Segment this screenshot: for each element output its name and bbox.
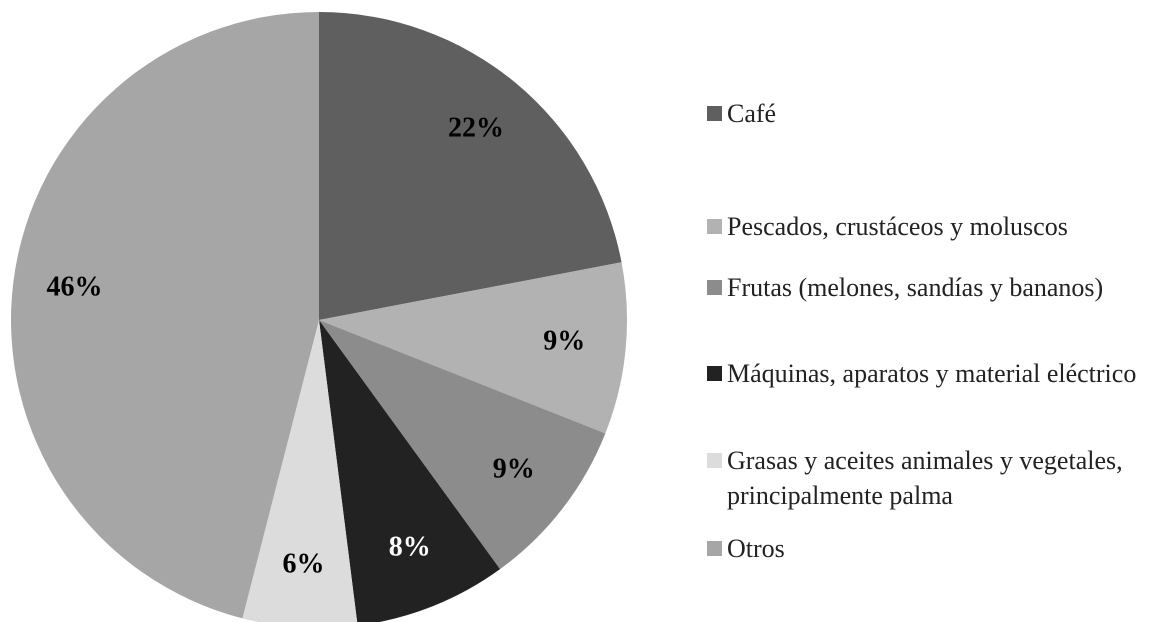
legend-swatch (707, 106, 722, 121)
legend-item: Otros (707, 531, 1157, 566)
data-label: 6% (283, 548, 325, 579)
pie-slice (10, 12, 320, 619)
legend-swatch (707, 219, 722, 234)
legend-label: Máquinas, aparatos y material eléctrico (727, 359, 1137, 388)
legend-item: Café (707, 96, 1157, 131)
legend-swatch (707, 366, 722, 381)
legend-swatch (707, 453, 722, 468)
pie-slice (319, 12, 622, 320)
legend-swatch (707, 280, 722, 295)
pie-slice (242, 320, 358, 622)
legend-label: Café (727, 99, 777, 128)
data-label: 8% (389, 532, 431, 563)
legend-label: Frutas (melones, sandías y bananos) (727, 273, 1104, 302)
pie-slice (319, 262, 627, 434)
legend-label: Otros (727, 534, 785, 563)
data-label: 46% (47, 272, 103, 303)
legend-label: Grasas y aceites animales y vegetales, p… (727, 446, 1123, 510)
data-label: 9% (543, 326, 585, 357)
legend-item: Máquinas, aparatos y material eléctrico (707, 356, 1157, 391)
legend-label: Pescados, crustáceos y moluscos (727, 212, 1068, 241)
pie-slice (319, 320, 501, 622)
legend-item: Frutas (melones, sandías y bananos) (707, 270, 1157, 305)
pie-slice (319, 320, 606, 570)
legend-item: Grasas y aceites animales y vegetales, p… (707, 443, 1157, 513)
legend-item: Pescados, crustáceos y moluscos (707, 209, 1157, 244)
data-label: 9% (493, 453, 535, 484)
legend-swatch (707, 541, 722, 556)
data-label: 22% (448, 113, 504, 144)
